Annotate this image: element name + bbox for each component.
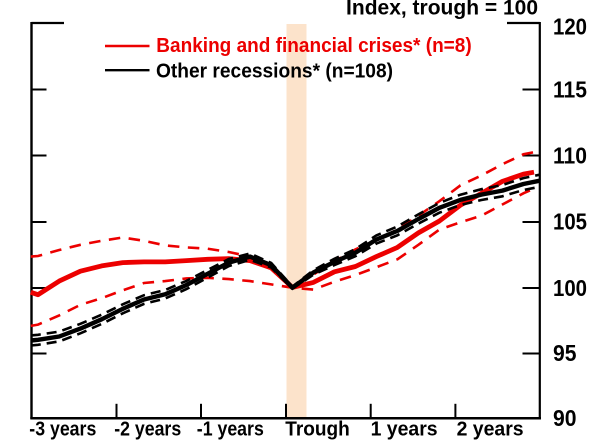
- svg-text:2 years: 2 years: [457, 417, 524, 440]
- svg-text:110: 110: [553, 142, 587, 168]
- svg-text:Banking and financial crises*: Banking and financial crises* (n=8): [156, 34, 471, 57]
- svg-text:-2 years: -2 years: [114, 417, 181, 440]
- svg-text:90: 90: [553, 405, 577, 431]
- svg-text:115: 115: [553, 76, 587, 102]
- svg-text:-1 years: -1 years: [197, 417, 264, 440]
- svg-text:Other recessions* (n=108): Other recessions* (n=108): [156, 60, 393, 83]
- svg-text:105: 105: [553, 209, 587, 235]
- svg-text:100: 100: [553, 275, 587, 301]
- svg-text:-3 years: -3 years: [29, 417, 96, 440]
- svg-text:Trough: Trough: [285, 417, 350, 440]
- svg-text:120: 120: [553, 14, 587, 40]
- svg-text:95: 95: [553, 340, 577, 366]
- svg-text:Index, trough = 100: Index, trough = 100: [346, 0, 538, 20]
- svg-text:1 years: 1 years: [371, 417, 438, 440]
